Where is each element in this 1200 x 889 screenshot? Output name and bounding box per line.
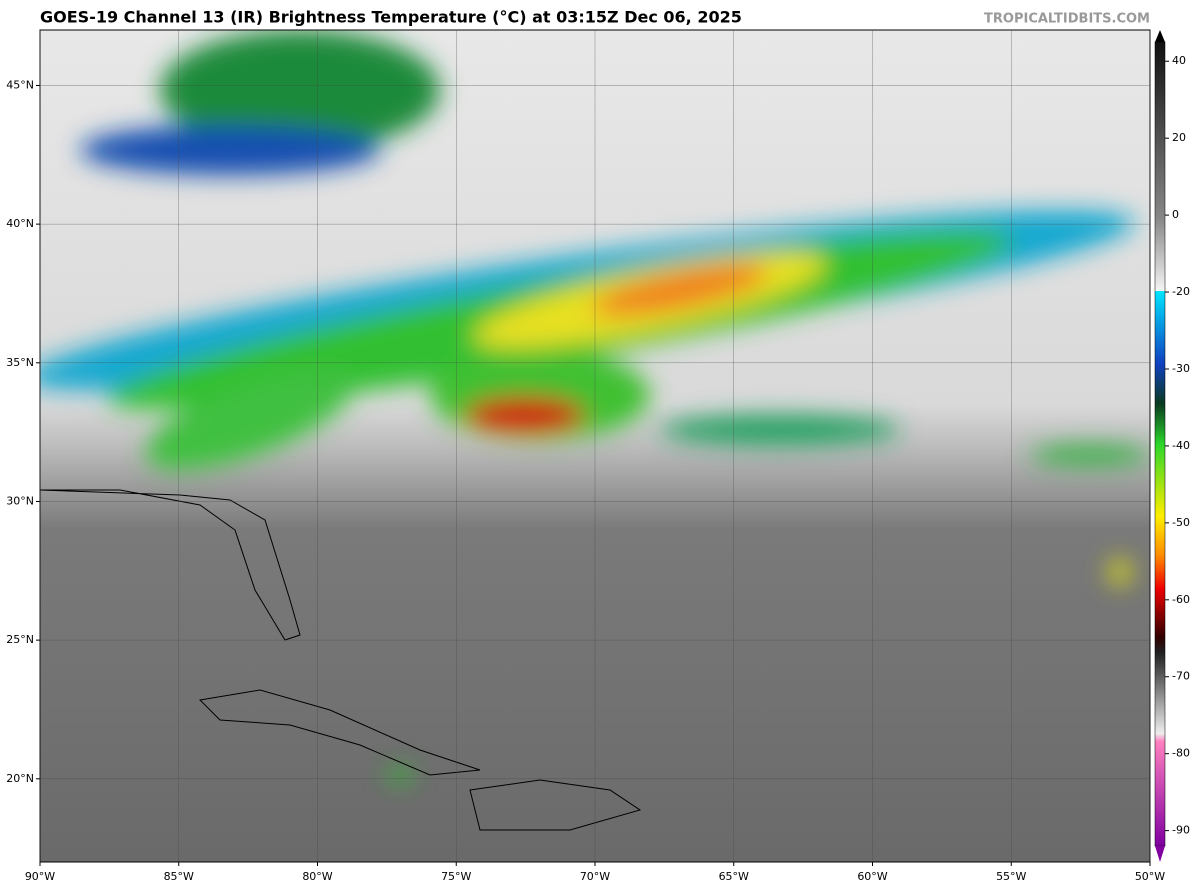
colorbar-tick-label: -60 bbox=[1172, 593, 1190, 606]
y-tick-label: 35°N bbox=[6, 356, 34, 369]
y-tick-label: 40°N bbox=[6, 217, 34, 230]
colorbar bbox=[1154, 41, 1166, 847]
colorbar-tick-label: -40 bbox=[1172, 439, 1190, 452]
x-tick-label: 90°W bbox=[25, 870, 55, 883]
x-tick-label: 60°W bbox=[857, 870, 887, 883]
y-tick-label: 25°N bbox=[6, 633, 34, 646]
colorbar-tick-label: 20 bbox=[1172, 131, 1186, 144]
title: GOES-19 Channel 13 (IR) Brightness Tempe… bbox=[40, 8, 742, 27]
colorbar-tick-label: 40 bbox=[1172, 54, 1186, 67]
x-tick-label: 65°W bbox=[719, 870, 749, 883]
colorbar-extend-top bbox=[1155, 30, 1165, 42]
colorbar-tick-label: -20 bbox=[1172, 285, 1190, 298]
x-tick-label: 70°W bbox=[580, 870, 610, 883]
colorbar-tick-label: -50 bbox=[1172, 516, 1190, 529]
colorbar-tick-label: -80 bbox=[1172, 747, 1190, 760]
watermark: TROPICALTIDBITS.COM bbox=[984, 12, 1150, 27]
colorbar-tick-label: -70 bbox=[1172, 670, 1190, 683]
colorbar-tick-label: -90 bbox=[1172, 824, 1190, 837]
x-tick-label: 75°W bbox=[441, 870, 471, 883]
satellite-image bbox=[40, 30, 1150, 862]
y-tick-label: 45°N bbox=[6, 78, 34, 91]
colorbar-tick-label: -30 bbox=[1172, 362, 1190, 375]
x-tick-label: 85°W bbox=[164, 870, 194, 883]
colorbar-extend-bottom bbox=[1155, 846, 1165, 862]
y-tick-label: 30°N bbox=[6, 494, 34, 507]
x-tick-label: 80°W bbox=[302, 870, 332, 883]
x-tick-label: 55°W bbox=[996, 870, 1026, 883]
colorbar-tick-label: 0 bbox=[1172, 208, 1179, 221]
x-tick-label: 50°W bbox=[1135, 870, 1165, 883]
y-tick-label: 20°N bbox=[6, 772, 34, 785]
